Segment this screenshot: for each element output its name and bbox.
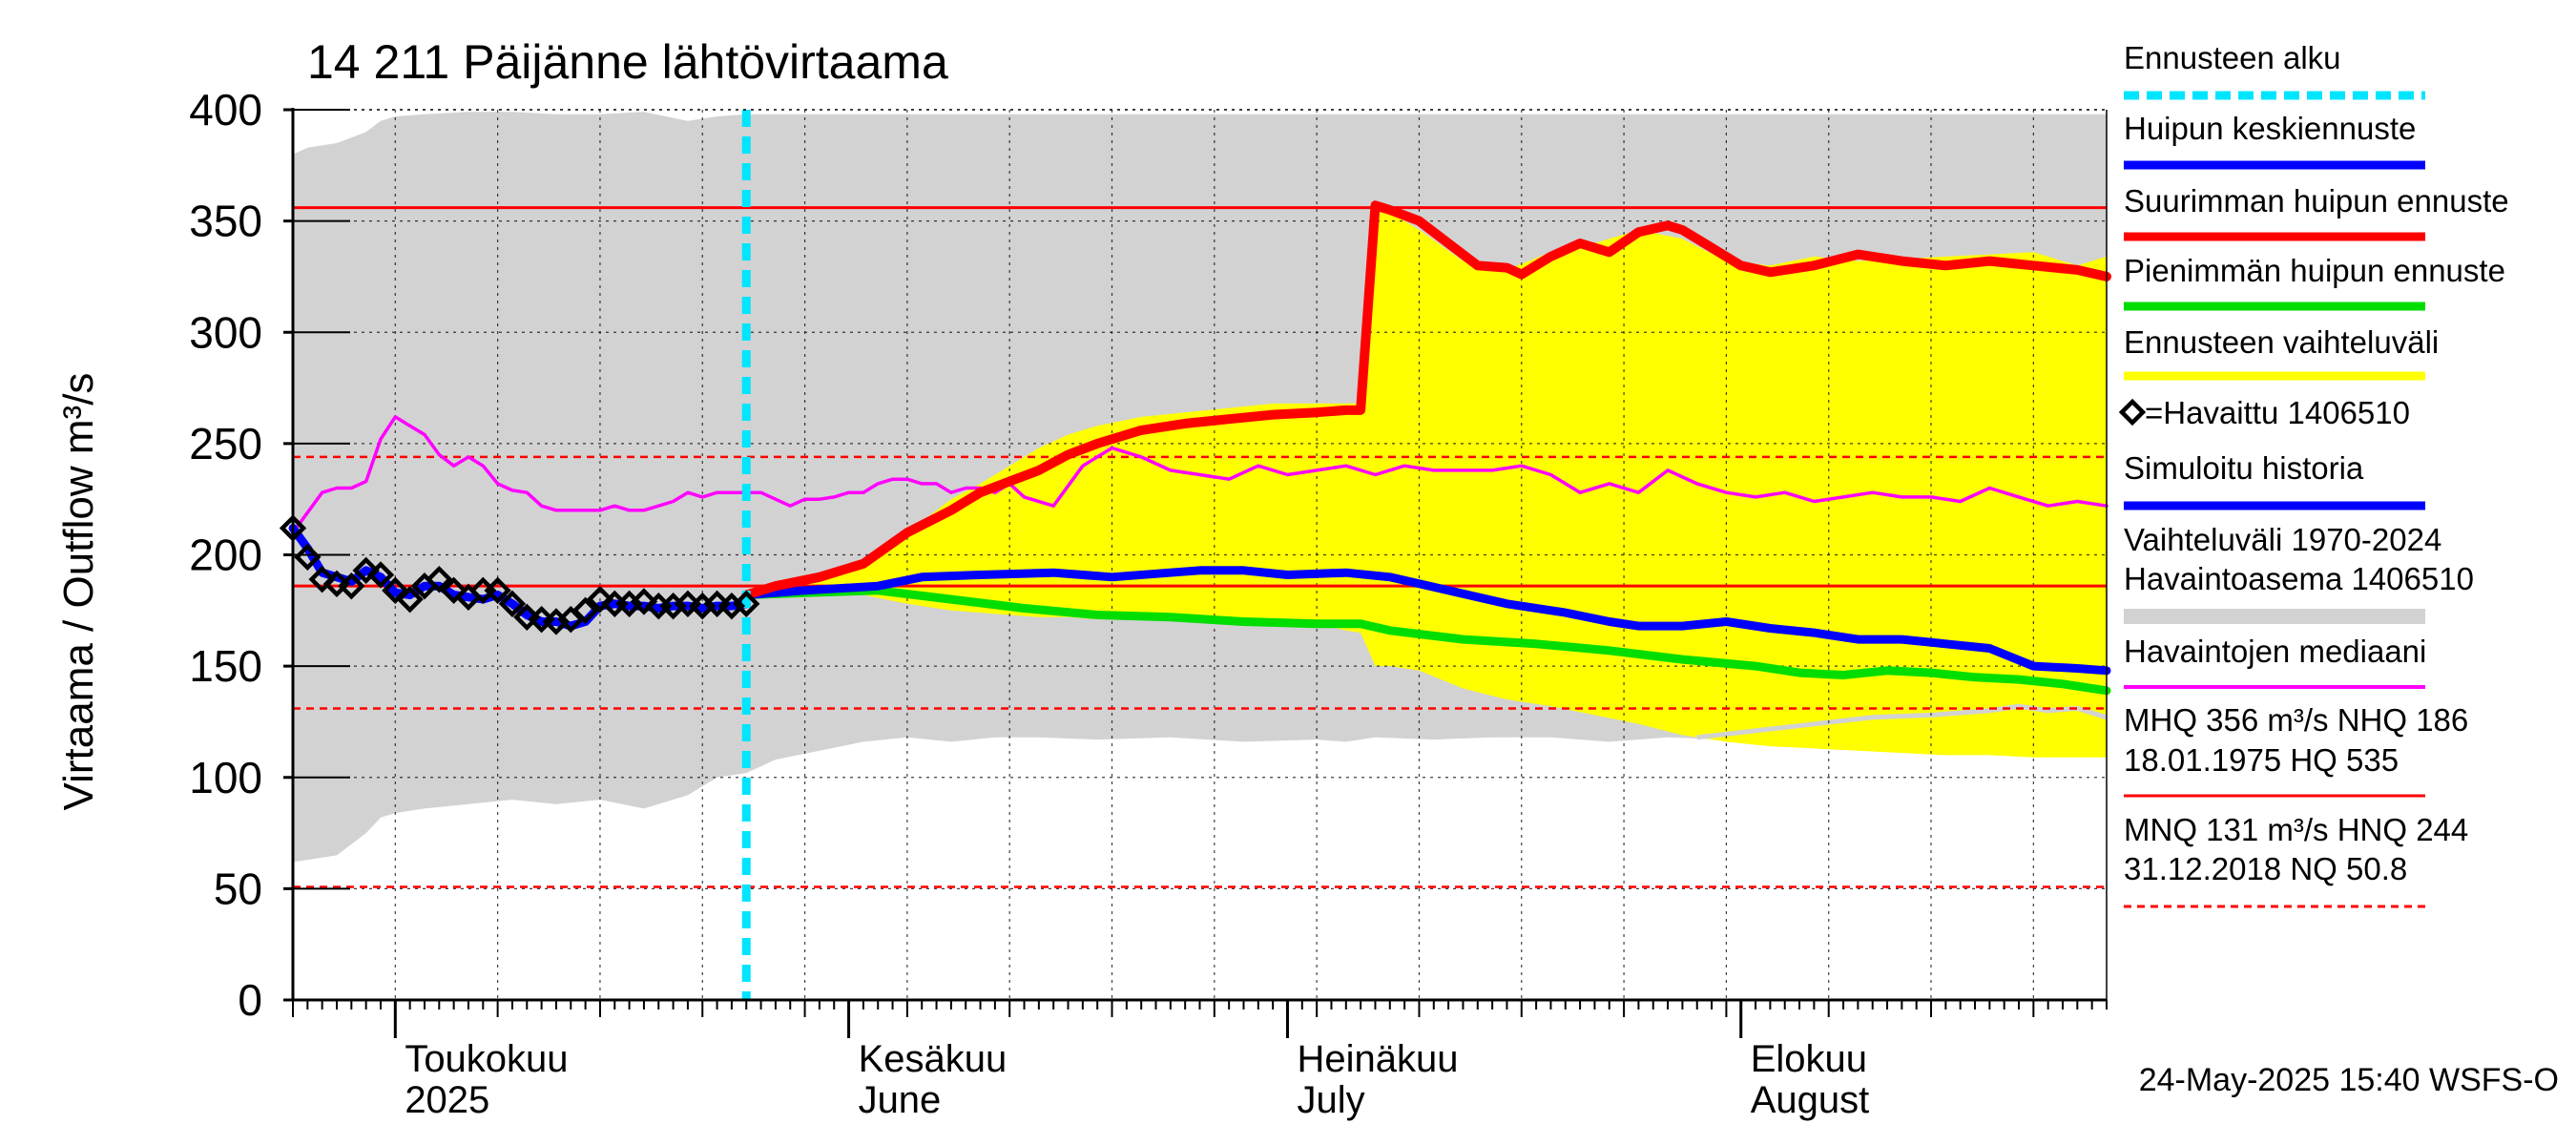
y-tick-label: 250 [189, 419, 262, 468]
month-label: Toukokuu [405, 1038, 568, 1080]
y-tick-label: 0 [238, 975, 262, 1025]
legend-label: MNQ 131 m³/s HNQ 244 [2124, 812, 2468, 847]
legend-label: Ennusteen alku [2124, 40, 2341, 75]
median-line [291, 415, 2109, 534]
y-tick-label: 100 [189, 753, 262, 802]
month-sublabel: August [1751, 1079, 1870, 1121]
y-tick-label: 300 [189, 307, 262, 357]
month-sublabel: July [1297, 1079, 1364, 1121]
observed-point [426, 565, 453, 593]
legend-marker-observed [2118, 398, 2147, 427]
y-axis-label: Virtaama / Outflow m³/s [55, 373, 102, 811]
observed-point [382, 576, 409, 605]
legend-label: Havaintoasema 1406510 [2124, 561, 2474, 596]
legend-label: =Havaittu 1406510 [2145, 395, 2410, 430]
observed-point [352, 556, 380, 585]
observed-point [498, 590, 527, 617]
y-tick-label: 150 [189, 641, 262, 691]
month-label: Elokuu [1751, 1038, 1867, 1080]
legend-label: 18.01.1975 HQ 535 [2124, 742, 2399, 778]
footer-timestamp: 24-May-2025 15:40 WSFS-O [2139, 1062, 2559, 1098]
observed-point [366, 561, 395, 589]
min-peak-forecast-line [741, 586, 2111, 696]
legend-label: Vaihteluväli 1970-2024 [2124, 522, 2441, 557]
month-sublabel: June [859, 1079, 942, 1121]
observed-point [338, 572, 365, 600]
chart-title: 14 211 Päijänne lähtövirtaama [307, 35, 948, 89]
legend-label: 31.12.2018 NQ 50.8 [2124, 851, 2407, 886]
y-tick-label: 200 [189, 531, 262, 580]
month-label: Kesäkuu [859, 1038, 1008, 1080]
y-tick-label: 50 [214, 864, 262, 913]
legend-label: MHQ 356 m³/s NHQ 186 [2124, 702, 2468, 738]
legend-label: Simuloitu historia [2124, 450, 2364, 486]
y-tick-label: 350 [189, 197, 262, 246]
observed-point [308, 565, 336, 593]
observed-point [733, 590, 760, 617]
legend-label: Ennusteen vaihteluväli [2124, 324, 2439, 360]
observed-point [440, 576, 467, 605]
legend-label: Suurimman huipun ennuste [2124, 183, 2509, 219]
y-tick-label: 400 [189, 85, 262, 135]
mean-peak-forecast-line [741, 566, 2111, 676]
observed-point [294, 543, 322, 572]
observed-point [396, 585, 424, 614]
month-label: Heinäkuu [1297, 1038, 1458, 1080]
legend-label: Huipun keskiennuste [2124, 111, 2416, 146]
max-peak-forecast-line [741, 200, 2111, 600]
observed-point [630, 588, 658, 615]
legend-label: Pienimmän huipun ennuste [2124, 253, 2505, 288]
observed-point [571, 596, 599, 624]
observed-point [484, 576, 511, 605]
legend-label: Havaintojen mediaani [2124, 634, 2426, 669]
forecast-range-band [746, 203, 2107, 758]
month-sublabel: 2025 [405, 1079, 489, 1121]
observed-point [586, 585, 614, 614]
